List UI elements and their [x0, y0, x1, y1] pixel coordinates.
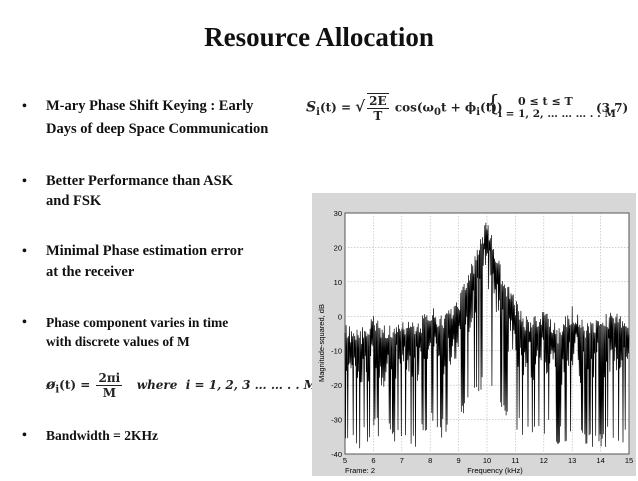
- bullet-dot: •: [22, 99, 27, 114]
- y-tick-label: 0: [338, 312, 342, 321]
- eq-close: (t)): [480, 100, 503, 115]
- x-tick-label: 8: [428, 456, 432, 465]
- phase-equation: øi(t) = 2πi M where i = 1, 2, 3 … … . . M: [46, 371, 317, 400]
- chart-ylabel: Magnitude-squared, dB: [317, 304, 326, 382]
- bullet-line-1: Bandwidth = 2KHz: [46, 428, 158, 443]
- x-tick-label: 7: [400, 456, 404, 465]
- bullet-dot: •: [22, 244, 27, 259]
- x-tick-label: 6: [371, 456, 375, 465]
- phase-range: i = 1, 2, 3 … … . . M: [185, 378, 318, 392]
- spectrum-chart-frame: 5 6 7 8 9 10 11 12 13 14 15 30 20 10 0 -10 -20 -30 -40 Mag…: [312, 193, 636, 476]
- sqrt-symbol: √: [355, 97, 366, 116]
- eq-lhs-sub: i: [316, 106, 320, 118]
- eq-phi: t + ϕ: [440, 100, 477, 115]
- y-tick-label: -10: [331, 347, 342, 356]
- phase-lhs: ø: [46, 377, 56, 393]
- x-tick-label: 9: [457, 456, 461, 465]
- eq-condition-2: i = 1, 2, … … … . . M: [498, 108, 617, 120]
- eq-lhs: S: [306, 99, 317, 116]
- bullet-line-2: at the receiver: [46, 264, 135, 280]
- frac-denominator: T: [373, 109, 383, 123]
- frac-numerator: 2E: [367, 94, 389, 109]
- y-tick-label: 10: [334, 278, 342, 287]
- eq-number: (3.7): [596, 101, 629, 115]
- y-tick-label: -30: [331, 416, 342, 425]
- bullet-line-1: M-ary Phase Shift Keying : Early: [46, 98, 254, 114]
- bullet-dot: •: [22, 428, 27, 443]
- phase-fraction: 2πi M: [96, 371, 123, 400]
- x-tick-label: 13: [568, 456, 576, 465]
- phase-arg: (t) =: [59, 378, 91, 392]
- eq-cos: cos(ω: [394, 100, 434, 115]
- bullet-line-2: with discrete values of M: [46, 334, 190, 349]
- x-tick-label: 10: [483, 456, 491, 465]
- bullet-dot: •: [22, 315, 27, 330]
- x-tick-label: 14: [596, 456, 604, 465]
- bullet-line-1: Phase component varies in time: [46, 315, 229, 330]
- bullet-line-2: and FSK: [46, 193, 102, 209]
- chart-xlabel: Frequency (kHz): [467, 466, 523, 475]
- eq-condition-1: 0 ≤ t ≤ T: [518, 95, 573, 108]
- x-tick-label: 15: [625, 456, 633, 465]
- sqrt-fraction: 2E T: [367, 93, 389, 123]
- y-tick-label: 20: [334, 243, 342, 252]
- phase-lhs-sub: i: [55, 384, 60, 396]
- chart-frame-label: Frame: 2: [345, 466, 375, 475]
- x-tick-label: 11: [512, 456, 520, 465]
- x-tick-label: 5: [343, 456, 347, 465]
- bullet-line-1: Minimal Phase estimation error: [46, 243, 244, 259]
- spectrum-chart: 5 6 7 8 9 10 11 12 13 14 15 30 20 10 0 -10 -20 -30 -40 Mag…: [317, 209, 633, 475]
- brace-symbol: {: [486, 92, 500, 117]
- phase-frac-numerator: 2πi: [96, 371, 123, 386]
- bullet-dot: •: [22, 174, 27, 189]
- eq-phi-sub: i: [476, 106, 481, 118]
- bullet-line-2: Days of deep Space Communication: [46, 121, 269, 137]
- phase-where: where: [136, 378, 178, 392]
- slide-title: Resource Allocation: [204, 22, 434, 52]
- x-tick-label: 12: [540, 456, 548, 465]
- bullet-line-1: Better Performance than ASK: [46, 173, 233, 189]
- eq-arg: (t) =: [319, 100, 352, 115]
- y-tick-label: -20: [331, 381, 342, 390]
- y-tick-label: -40: [331, 450, 342, 459]
- signal-equation: Si(t) = √ 2E T cos(ω0t + ϕi(t)): [306, 93, 503, 123]
- spectrum-series-line: [344, 222, 630, 449]
- phase-frac-denominator: M: [102, 386, 116, 400]
- y-tick-label: 30: [334, 209, 342, 218]
- eq-omega-sub: 0: [433, 106, 441, 118]
